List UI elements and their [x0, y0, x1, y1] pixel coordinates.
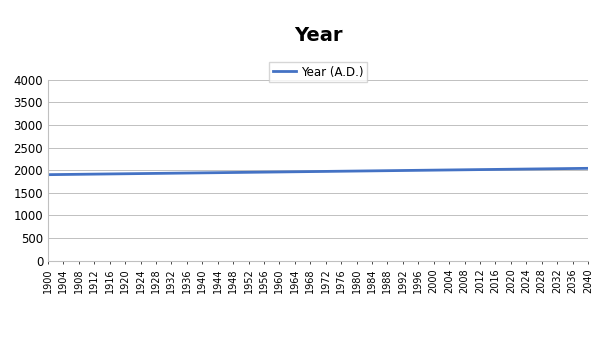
Year (A.D.)	[446, 168, 453, 172]
Year (A.D.)	[415, 168, 422, 172]
Year (A.D.)	[152, 171, 160, 176]
Title: Year: Year	[294, 26, 342, 45]
Year (A.D.)	[137, 172, 144, 176]
Year (A.D.)	[430, 168, 437, 172]
Year (A.D.)	[399, 168, 406, 173]
Legend: Year (A.D.): Year (A.D.)	[269, 62, 367, 82]
Year (A.D.)	[276, 170, 283, 174]
Year (A.D.)	[584, 166, 592, 171]
Year (A.D.)	[199, 171, 206, 175]
Year (A.D.)	[214, 171, 221, 175]
Year (A.D.)	[245, 170, 252, 174]
Year (A.D.)	[554, 167, 561, 171]
Year (A.D.)	[183, 171, 190, 175]
Year (A.D.)	[507, 167, 514, 172]
Year (A.D.)	[168, 171, 175, 175]
Year (A.D.)	[569, 167, 576, 171]
Year (A.D.)	[476, 167, 484, 172]
Year (A.D.)	[307, 169, 314, 174]
Year (A.D.)	[291, 169, 298, 174]
Year (A.D.)	[322, 169, 329, 173]
Year (A.D.)	[44, 173, 52, 177]
Year (A.D.)	[230, 171, 237, 175]
Year (A.D.)	[60, 172, 67, 177]
Year (A.D.)	[75, 172, 82, 177]
Year (A.D.)	[461, 168, 468, 172]
Year (A.D.)	[260, 170, 268, 174]
Year (A.D.)	[368, 169, 376, 173]
Year (A.D.)	[353, 169, 360, 173]
Year (A.D.)	[106, 172, 113, 176]
Year (A.D.)	[523, 167, 530, 171]
Year (A.D.)	[538, 167, 545, 171]
Line: Year (A.D.): Year (A.D.)	[48, 168, 588, 175]
Year (A.D.)	[91, 172, 98, 176]
Year (A.D.)	[492, 167, 499, 172]
Year (A.D.)	[384, 169, 391, 173]
Year (A.D.)	[338, 169, 345, 173]
Year (A.D.)	[122, 172, 129, 176]
